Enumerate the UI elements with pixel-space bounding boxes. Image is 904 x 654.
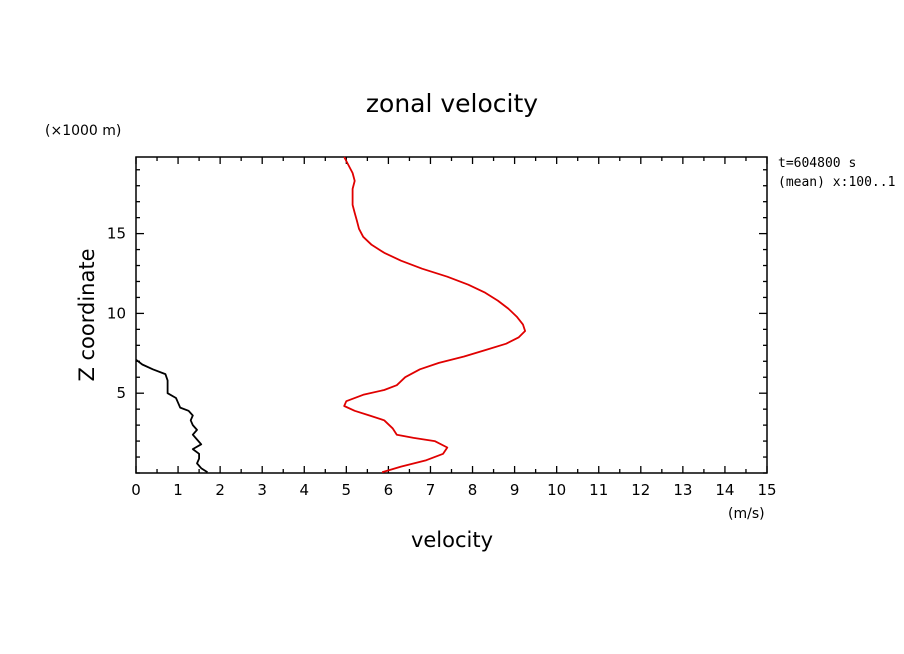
y-unit-label: (×1000 m) xyxy=(45,123,121,139)
series-line-1 xyxy=(343,156,526,474)
x-tick-label: 5 xyxy=(342,481,352,499)
x-tick-label: 0 xyxy=(131,481,141,499)
x-tick-label: 12 xyxy=(631,481,650,499)
plot-frame xyxy=(135,156,768,474)
x-tick-label: 15 xyxy=(757,481,776,499)
x-ticks xyxy=(135,157,768,473)
x-tick-label: 9 xyxy=(510,481,520,499)
x-tick-label: 14 xyxy=(715,481,734,499)
y-ticks xyxy=(136,169,767,474)
x-tick-label: 2 xyxy=(215,481,225,499)
y-tick-label: 5 xyxy=(116,384,126,402)
y-tick-label: 15 xyxy=(107,225,126,243)
x-unit-label: (m/s) xyxy=(728,506,765,522)
y-axis-title: Z coordinate xyxy=(75,248,99,381)
x-tick-label: 8 xyxy=(468,481,478,499)
x-tick-label: 7 xyxy=(426,481,436,499)
y-tick-labels: 5 10 15 xyxy=(107,225,126,403)
x-tick-label: 6 xyxy=(384,481,394,499)
series-line-2 xyxy=(135,358,208,473)
x-tick-label: 10 xyxy=(547,481,566,499)
series-group xyxy=(135,156,526,474)
x-tick-label: 4 xyxy=(299,481,309,499)
time-annotation: t=604800 s xyxy=(778,156,856,171)
x-tick-label: 1 xyxy=(173,481,183,499)
y-tick-label: 10 xyxy=(107,304,126,322)
x-axis-title: velocity xyxy=(411,528,493,552)
x-tick-labels: 0 1 2 3 4 5 6 7 8 9 10 11 12 13 14 15 xyxy=(131,481,776,499)
x-tick-label: 13 xyxy=(673,481,692,499)
x-tick-label: 3 xyxy=(257,481,267,499)
mean-annotation: (mean) x:100..1 xyxy=(778,175,895,190)
x-tick-label: 11 xyxy=(589,481,608,499)
chart-title: zonal velocity xyxy=(366,89,538,118)
